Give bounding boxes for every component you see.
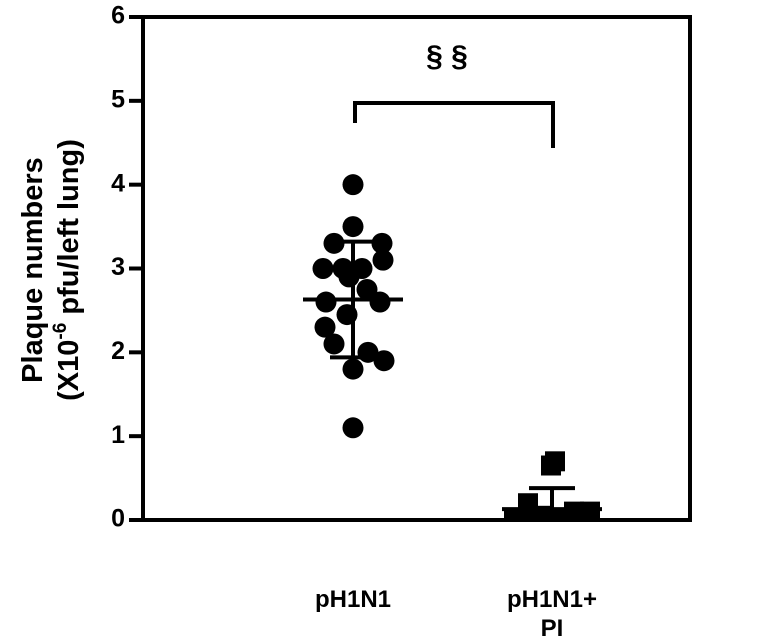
significance-bracket — [353, 101, 555, 148]
data-point — [342, 174, 364, 196]
data-point — [338, 266, 360, 288]
y-tick-label: 3 — [111, 253, 125, 281]
y-label-line1: Plaque numbers — [17, 157, 49, 383]
y-tick-label: 2 — [111, 337, 125, 365]
data-point — [504, 510, 524, 520]
y-label-part: (X10 — [53, 340, 85, 401]
data-point — [372, 249, 394, 271]
data-point — [314, 316, 336, 338]
data-point — [342, 417, 364, 439]
y-label-exponent: -6 — [50, 323, 71, 340]
data-point — [564, 510, 584, 520]
x-tick-label: pH1N1+ PI — [507, 586, 597, 638]
data-point — [356, 278, 378, 300]
data-point — [532, 510, 552, 520]
y-label-part: pfu/left lung) — [53, 139, 85, 323]
y-tick-label: 0 — [111, 505, 125, 533]
x-tick-label: pH1N1 — [315, 586, 391, 613]
data-point — [516, 510, 536, 520]
data-point — [548, 510, 568, 520]
label-line: PI — [541, 615, 564, 638]
annotation: § § — [426, 40, 468, 73]
plot-area — [303, 174, 602, 520]
data-point — [342, 358, 364, 380]
data-point — [342, 216, 364, 238]
data-point — [541, 455, 561, 476]
data-point — [312, 258, 334, 279]
label-line: pH1N1+ — [507, 586, 597, 613]
y-axis-label: Plaque numbers (X10-6 pfu/left lung) — [17, 139, 85, 401]
y-tick-label: 6 — [111, 2, 125, 30]
data-point — [373, 350, 395, 372]
data-point — [323, 333, 345, 355]
y-tick-label: 1 — [111, 421, 125, 449]
data-point — [369, 291, 391, 313]
data-point — [580, 501, 600, 520]
y-tick-label: 5 — [111, 85, 125, 113]
y-label-line2: (X10-6 pfu/left lung) — [50, 139, 85, 401]
data-point — [371, 232, 393, 254]
y-tick-label: 4 — [111, 169, 125, 197]
plot-frame — [141, 15, 692, 522]
data-point — [315, 291, 337, 313]
